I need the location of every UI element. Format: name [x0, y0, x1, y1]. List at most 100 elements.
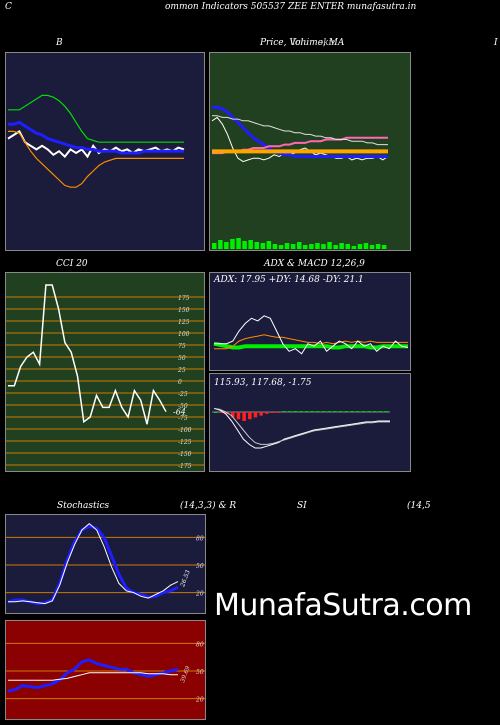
cci-tick-label: 150	[178, 307, 190, 314]
watermark-text: MunafaSutra.com	[214, 588, 472, 623]
price-series-line	[212, 115, 388, 146]
stochastics-d-line	[8, 522, 179, 605]
rsi-params: (14,5	[407, 501, 431, 511]
macd-series-line	[213, 407, 390, 449]
cci-tick-label: 175	[178, 295, 190, 302]
macd-histogram-bar	[355, 411, 360, 413]
ichimoku-overlap-title: Ichimoku	[292, 38, 335, 48]
volume-bar	[375, 244, 381, 249]
price-title: Price, Volume, MA	[260, 38, 345, 48]
macd-readout: 115.93, 117.68, -1.75	[214, 378, 312, 388]
volume-bar	[345, 244, 350, 249]
cci-title: CCI 20	[56, 259, 88, 269]
bollinger-series-line	[8, 94, 184, 143]
volume-bar	[290, 244, 296, 249]
stochastics-tick-label: 50	[196, 563, 204, 570]
macd-histogram-bar	[259, 412, 263, 416]
macd-histogram-bar	[293, 411, 297, 413]
cci-tick-label: -150	[178, 451, 192, 458]
cci-last-value-label: -64	[173, 408, 186, 417]
rsi-last-value-label: 39.69	[179, 665, 192, 684]
cci-tick-label: 125	[178, 319, 190, 326]
rsi-line	[7, 658, 179, 693]
volume-bar	[309, 244, 314, 249]
volume-bar	[236, 238, 241, 249]
macd-histogram-bar	[219, 412, 224, 413]
stochastics-title: Stochastics	[57, 501, 110, 511]
cci-tick-label: 0	[178, 379, 182, 386]
volume-bar	[254, 242, 259, 249]
rsi-tick-label: 20	[195, 697, 204, 704]
volume-bar	[272, 244, 278, 249]
macd-histogram-bar	[276, 412, 280, 413]
volume-bar	[333, 245, 338, 249]
macd-histogram-bar	[248, 412, 252, 420]
bollinger-chart	[7, 94, 185, 188]
macd-histogram-bar	[373, 411, 377, 413]
volume-bar	[339, 243, 344, 249]
left-edge-letter: C	[5, 2, 12, 12]
right-cut-title: I	[494, 38, 498, 48]
rsi-average-line	[8, 672, 178, 681]
rsi-chart: 80 50 20 39.69	[6, 641, 205, 704]
stochastics-panel: 80 50 20 26.53	[5, 514, 206, 614]
stochastics-params: (14,3,3) & R	[180, 501, 237, 511]
macd-histogram-bar	[350, 411, 354, 413]
volume-bar	[242, 241, 247, 249]
cci-tick-label: 25	[177, 367, 186, 374]
volume-bar	[357, 244, 363, 249]
adx-macd-title: ADX & MACD 12,26,9	[264, 259, 365, 269]
cci-tick-label: 75	[178, 343, 186, 350]
volume-bar	[381, 245, 387, 249]
cci-tick-label: -50	[178, 403, 188, 410]
bollinger-title: B	[56, 38, 63, 48]
volume-bar	[369, 245, 375, 249]
bollinger-series-line	[7, 129, 185, 159]
cci-tick-label: -75	[178, 415, 188, 422]
macd-histogram-bar	[287, 411, 292, 413]
rsi-tick-label: 80	[196, 641, 204, 648]
volume-bar	[363, 243, 369, 249]
macd-histogram-bar	[299, 411, 303, 413]
rsi-panel: 80 50 20 39.69	[5, 620, 206, 720]
bollinger-panel	[5, 52, 205, 251]
cci-line	[8, 284, 167, 425]
volume-bar	[303, 245, 308, 249]
cci-tick-label: 50	[178, 355, 186, 362]
bollinger-series-line	[8, 120, 184, 155]
rsi-tick-label: 50	[196, 669, 204, 676]
volume-bar	[284, 243, 290, 249]
macd-histogram-bar	[304, 411, 309, 413]
cci-tick-label: 100	[178, 331, 190, 338]
macd-histogram-bar	[378, 411, 383, 413]
adx-series-line	[214, 315, 409, 355]
macd-histogram-bar	[310, 411, 314, 413]
stochastics-last-value-label: 26.53	[179, 569, 192, 589]
macd-histogram-bar	[270, 412, 275, 413]
cci-tick-label: -100	[178, 427, 192, 434]
volume-bar	[321, 244, 326, 249]
macd-histogram-bar	[242, 412, 246, 421]
macd-series-line	[213, 407, 390, 445]
macd-histogram-bar	[253, 412, 258, 418]
volume-bar	[315, 243, 320, 249]
cci-tick-label: -175	[178, 463, 192, 470]
macd-histogram-bar	[384, 411, 388, 413]
macd-histogram-bar	[338, 411, 343, 413]
cci-chart: 175 150 125 100 75 50 25 0 -25 -50 -75 -100 -125 -150…	[6, 284, 204, 470]
adx-series-line	[213, 341, 408, 350]
price-series-line	[212, 105, 388, 158]
macd-histogram-bar	[316, 411, 320, 413]
stochastics-tick-label: 20	[195, 591, 204, 598]
volume-bar	[212, 243, 217, 249]
volume-bar	[230, 239, 235, 249]
macd-histogram-bar	[327, 411, 331, 413]
adx-chart	[213, 315, 409, 355]
stochastics-tick-label: 80	[196, 535, 204, 542]
macd-histogram-bar	[214, 412, 218, 413]
price-volume-panel	[209, 52, 411, 251]
volume-bar	[224, 242, 229, 249]
volume-bar	[278, 245, 284, 249]
adx-panel: ADX: 17.95 +DY: 14.68 -DY: 21.1	[209, 272, 411, 371]
